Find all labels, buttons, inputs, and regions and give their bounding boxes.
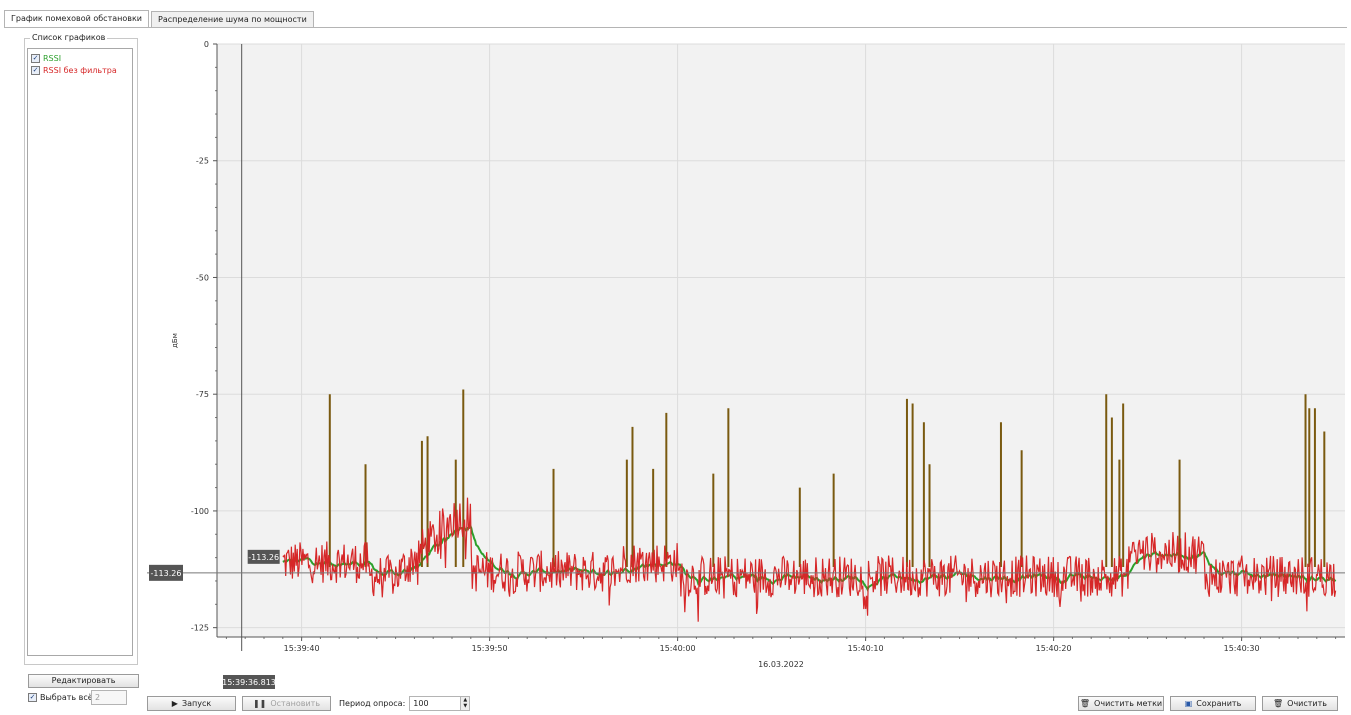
period-input[interactable]: 100 ▲ ▼: [409, 696, 471, 711]
y-tick-label: -100: [191, 507, 209, 516]
play-icon: ▶: [171, 699, 178, 708]
stop-button[interactable]: ❚❚ Остановить: [242, 696, 331, 711]
y-tick-label: -125: [191, 624, 209, 633]
tab-bar: График помеховой обстановки Распределени…: [4, 10, 316, 28]
tab-noise-distribution[interactable]: Распределение шума по мощности: [151, 11, 314, 27]
y-tick-label: -25: [196, 157, 209, 166]
x-tick-label: 15:40:00: [660, 644, 696, 653]
x-axis-label: 16.03.2022: [758, 660, 804, 669]
stop-label: Остановить: [270, 699, 321, 708]
list-item-rssi[interactable]: ✓ RSSI: [31, 53, 132, 64]
x-tick-label: 15:40:30: [1224, 644, 1260, 653]
plot-background: [217, 44, 1345, 637]
bottom-toolbar: ▶ Запуск ❚❚ Остановить Период опроса: 10…: [147, 696, 471, 711]
spin-arrows-icon[interactable]: ▲ ▼: [460, 697, 470, 710]
start-button[interactable]: ▶ Запуск: [147, 696, 236, 711]
cursor-y-label-box: [149, 564, 183, 581]
cursor-y-label: -113.26: [151, 569, 182, 578]
pause-icon: ❚❚: [252, 699, 267, 708]
clear-marks-button[interactable]: 🗑 Очистить метки: [1078, 696, 1164, 711]
cursor-point-label-box: [247, 549, 280, 564]
period-label: Период опроса:: [339, 699, 406, 708]
chart-svg[interactable]: 0 -25 -50 -75 -100 -125 15:39:40 15:39:50 15:40:…: [147, 34, 1349, 689]
cursor-point-label: -113.26: [248, 553, 279, 562]
graph-list[interactable]: ✓ RSSI ✓ RSSI без фильтра: [27, 48, 133, 656]
tab-interference-graph[interactable]: График помеховой обстановки: [4, 10, 149, 28]
x-tick-label: 15:40:10: [848, 644, 884, 653]
edit-button[interactable]: Редактировать: [28, 674, 139, 688]
cursor-x-label-box: [223, 675, 275, 689]
list-item-label: RSSI: [43, 54, 62, 63]
cursor-x-label: 15:39:36.813: [222, 678, 276, 687]
trash-icon: 🗑: [1079, 699, 1091, 708]
y-tick-label: -50: [196, 273, 209, 282]
clear-marks-label: Очистить метки: [1094, 699, 1163, 708]
select-all-checkbox[interactable]: ✓: [28, 693, 37, 702]
checkbox-rssi[interactable]: ✓: [31, 54, 40, 63]
select-all[interactable]: ✓ Выбрать всё: [28, 693, 93, 702]
right-toolbar: 🗑 Очистить метки ▣ Сохранить 🗑 Очистить: [1078, 696, 1338, 711]
x-tick-label: 15:39:40: [284, 644, 320, 653]
start-label: Запуск: [181, 699, 212, 708]
save-label: Сохранить: [1196, 699, 1242, 708]
list-item-rssi-unfiltered[interactable]: ✓ RSSI без фильтра: [31, 65, 132, 76]
rssi-chart[interactable]: 0 -25 -50 -75 -100 -125 15:39:40 15:39:50 15:40:…: [147, 34, 1349, 689]
count-field[interactable]: 2: [91, 690, 127, 705]
trash-icon: 🗑: [1272, 699, 1284, 708]
list-item-label: RSSI без фильтра: [43, 66, 117, 75]
checkbox-rssi-unfiltered[interactable]: ✓: [31, 66, 40, 75]
save-button[interactable]: ▣ Сохранить: [1170, 696, 1256, 711]
series-rssi-unfiltered-line: [282, 497, 1337, 622]
y-tick-label: -75: [196, 390, 209, 399]
floppy-disk-icon: ▣: [1184, 699, 1193, 708]
x-tick-label: 15:40:20: [1036, 644, 1072, 653]
y-axis-label: дБм: [171, 333, 179, 348]
select-all-label: Выбрать всё: [40, 693, 93, 702]
clear-label: Очистить: [1287, 699, 1327, 708]
y-tick-label: 0: [204, 40, 209, 49]
tab-divider: [4, 27, 1347, 28]
period-value: 100: [413, 699, 429, 708]
x-tick-label: 15:39:50: [472, 644, 508, 653]
graph-list-title: Список графиков: [30, 33, 108, 42]
clear-button[interactable]: 🗑 Очистить: [1262, 696, 1338, 711]
